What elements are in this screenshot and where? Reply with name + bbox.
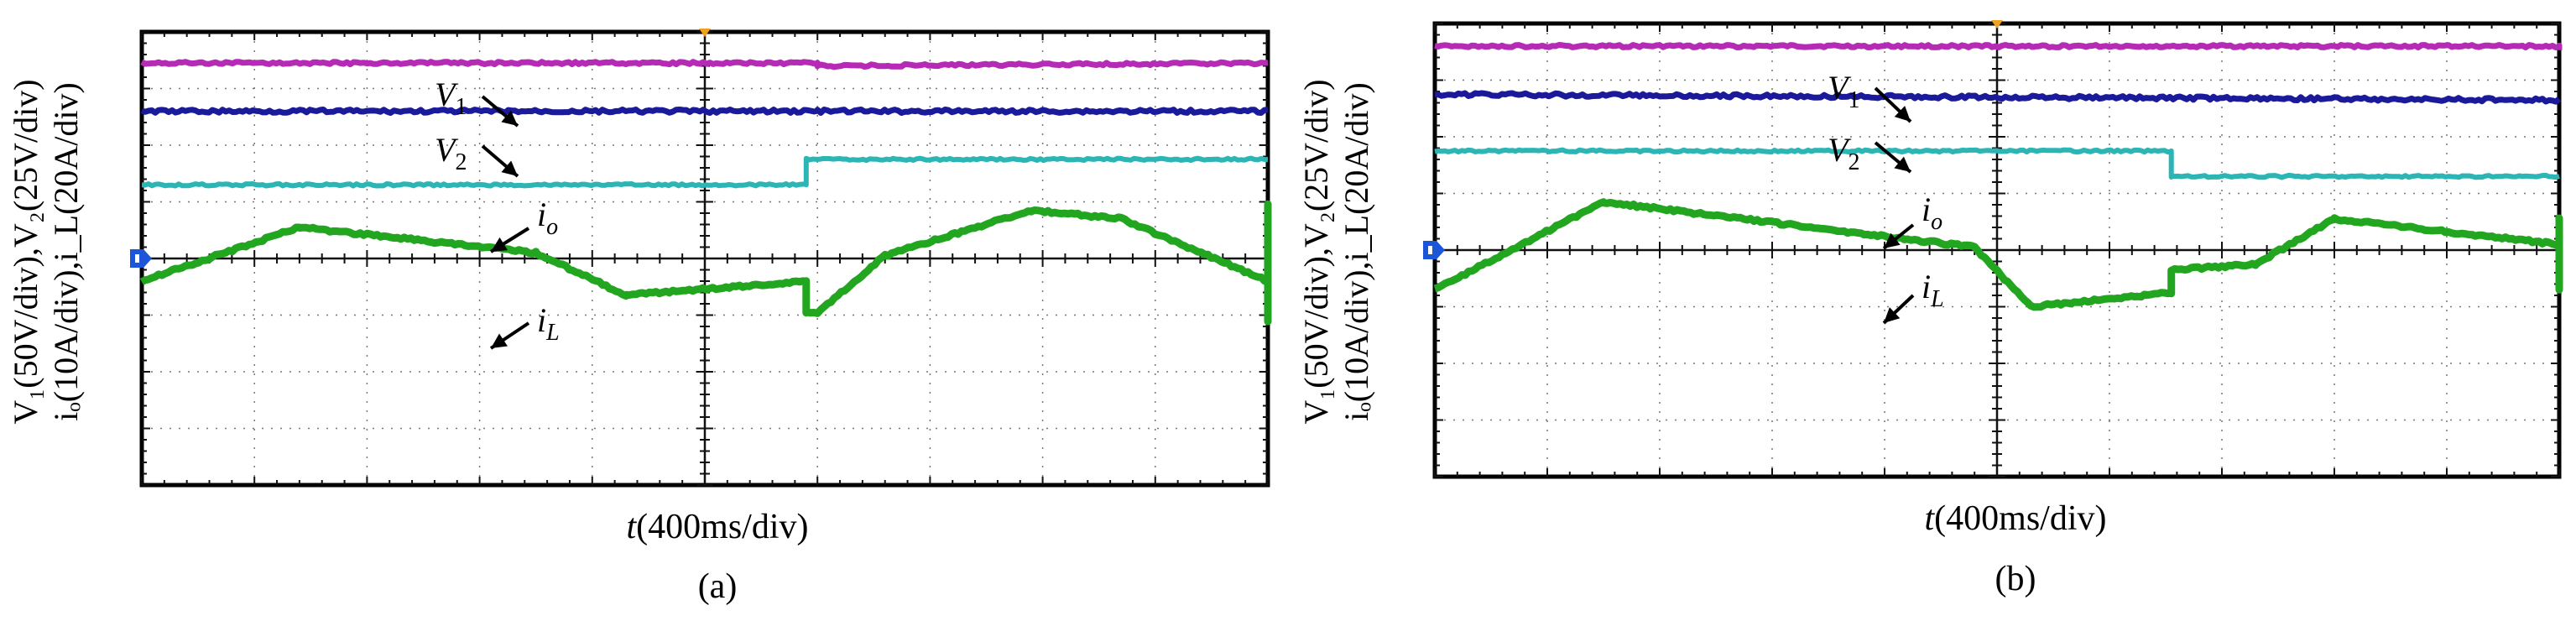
panel-b: V₁(50V/div),V₂(25V/div) iₒ(10A/div),i_L(… <box>1297 20 2563 598</box>
panel-a-trigger-marker <box>699 29 711 37</box>
panel-b-ylabel-line2: iₒ(10A/div),i_L(20A/div) <box>1338 82 1375 421</box>
panel-a-ylabel-line2: iₒ(10A/div),i_L(20A/div) <box>47 82 85 421</box>
panel-b-label-iL: iL <box>1922 268 1944 312</box>
panel-a-ground-marker <box>130 249 152 268</box>
panel-a-trace-V1 <box>140 59 1269 70</box>
panel-a: V₁(50V/div),V₂(25V/div) iₒ(10A/div),i_L(… <box>7 29 1272 606</box>
panel-b-label-V2: V2 <box>1828 131 1859 175</box>
panel-b-arrowhead-V2 <box>1894 156 1911 172</box>
panel-b-label-io: io <box>1922 190 1942 235</box>
panel-b-trace-io <box>1434 147 2560 180</box>
panel-b-plot-area: V1 V2 io iL <box>1423 20 2563 479</box>
panel-b-label: (b) <box>1995 560 2036 598</box>
panel-b-arrowhead-V1 <box>1894 106 1911 122</box>
panel-a-trace-V2 <box>140 107 1269 116</box>
panel-b-trace-iL <box>1433 198 2563 311</box>
panel-b-ground-marker <box>1423 241 1445 259</box>
panel-b-label-V1: V1 <box>1828 69 1859 113</box>
panel-a-arrowhead-V2 <box>501 160 518 176</box>
panel-b-arrowhead-io <box>1884 232 1901 248</box>
panel-b-trace-V1 <box>1434 42 2563 51</box>
panel-a-label-iL: iL <box>537 301 560 346</box>
panel-a-label-V1: V1 <box>435 76 467 120</box>
panel-a-label-io: io <box>537 196 558 240</box>
panel-a-arrowhead-iL <box>491 333 508 348</box>
panel-a-ground-marker-notch <box>135 254 139 263</box>
panel-a-trace-iL <box>139 200 1272 326</box>
panel-b-ylabel-line1: V₁(50V/div),V₂(25V/div) <box>1297 79 1335 424</box>
panel-b-trace-V2 <box>1434 90 2562 105</box>
panel-a-label: (a) <box>698 567 738 606</box>
panel-a-ylabel-line1: V₁(50V/div),V₂(25V/div) <box>7 79 44 424</box>
panel-b-ground-marker-notch <box>1428 246 1432 254</box>
panel-b-xlabel: t(400ms/div) <box>1925 499 2107 538</box>
panel-a-arrowhead-V1 <box>501 110 518 126</box>
panel-a-plot-area: V1 V2 io iL <box>130 29 1272 488</box>
panel-a-label-V2: V2 <box>435 131 467 175</box>
panel-a-arrowhead-io <box>491 237 508 252</box>
panel-a-trace-io <box>141 155 1269 189</box>
panel-a-xlabel: t(400ms/div) <box>627 508 809 546</box>
panel-b-trigger-marker <box>1991 20 2003 29</box>
panel-b-arrowhead-iL <box>1884 307 1901 323</box>
